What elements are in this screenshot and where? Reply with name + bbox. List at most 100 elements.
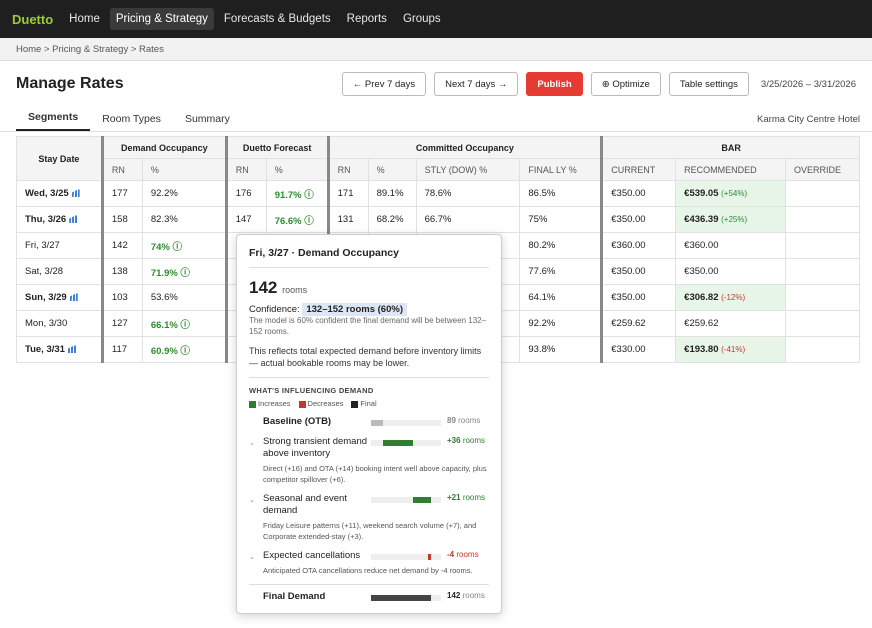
- confidence-label: Confidence:: [249, 304, 300, 315]
- final-ly-pct: 80.2%: [519, 232, 603, 259]
- nav-home[interactable]: Home: [69, 13, 100, 25]
- page-header: Manage Rates ← Prev 7 days Next 7 days →…: [0, 67, 872, 101]
- driver-unit: rooms: [456, 550, 479, 559]
- tab-room-types[interactable]: Room Types: [102, 113, 161, 125]
- recommended-rate: €350.00: [675, 258, 786, 285]
- baseline-value: 89: [447, 416, 456, 425]
- current-rate: €350.00: [600, 284, 677, 311]
- prev-7-days-button[interactable]: ← Prev 7 days: [341, 72, 427, 96]
- current-rate: €350.00: [600, 258, 677, 285]
- col-group-demand: Demand Occupancy: [100, 136, 227, 159]
- baseline-unit: rooms: [458, 416, 481, 425]
- override-cell[interactable]: [785, 206, 860, 233]
- col-recommended: RECOMMENDED: [675, 158, 786, 181]
- page-title: Manage Rates: [16, 75, 124, 92]
- popover-title: Fri, 3/27 · Demand Occupancy: [249, 247, 489, 268]
- demand-value: 142: [249, 278, 278, 297]
- recommended-rate: €193.80 (-41%): [675, 336, 786, 363]
- nav-reports[interactable]: Reports: [346, 13, 387, 25]
- table-settings-button[interactable]: Table settings: [668, 72, 749, 96]
- chart-icon[interactable]: [67, 345, 76, 354]
- final-ly-pct: 75%: [519, 206, 603, 233]
- demand-rn: 117: [100, 336, 143, 363]
- col-group-bar: BAR: [600, 136, 860, 159]
- chevron-down-icon[interactable]: ⌄: [249, 554, 255, 561]
- col-stly: STLY (DOW) %: [415, 158, 521, 181]
- confidence-range: 132–152 rooms (60%): [302, 303, 407, 316]
- recommended-value: €360.00: [684, 240, 719, 251]
- recommended-value: €306.82: [684, 292, 719, 303]
- nav-forecasts-budgets[interactable]: Forecasts & Budgets: [223, 13, 331, 25]
- legend-increases: Increases: [258, 399, 291, 408]
- chart-icon[interactable]: [69, 293, 78, 302]
- driver-unit: rooms: [462, 436, 486, 445]
- override-cell[interactable]: [785, 180, 860, 207]
- table-row[interactable]: Thu, 3/26 158 82.3% 147 76.6% ⓘ 131 68.2…: [16, 206, 860, 233]
- next-7-days-button[interactable]: Next 7 days →: [434, 72, 519, 96]
- chevron-down-icon[interactable]: ⌄: [249, 497, 255, 504]
- driver-description: Friday Leisure patterns (+11), weekend s…: [263, 521, 477, 541]
- current-rate: €330.00: [600, 336, 677, 363]
- brand-logo[interactable]: Duetto: [12, 11, 54, 27]
- override-cell[interactable]: [785, 258, 860, 285]
- col-override: OVERRIDE: [785, 158, 860, 181]
- rate-change: (-41%): [721, 345, 746, 354]
- publish-button[interactable]: Publish: [526, 72, 583, 96]
- stly-pct: 66.7%: [415, 206, 521, 233]
- driver-row[interactable]: ⌄ Seasonal and event demand +21 rooms: [249, 493, 489, 517]
- final-swatch: [351, 400, 359, 408]
- demand-pct: 53.6%: [141, 284, 227, 311]
- final-value: 142: [447, 591, 461, 600]
- driver-bar: [383, 440, 413, 446]
- recommended-rate: €436.39 (+25%): [675, 206, 786, 233]
- committed-rn: 171: [326, 180, 369, 207]
- col-committed-pct: %: [367, 158, 417, 181]
- date-range: 3/25/2026 – 3/31/2026: [760, 78, 856, 90]
- driver-description: Anticipated OTA cancellations reduce net…: [263, 566, 473, 575]
- nav-pricing-strategy[interactable]: Pricing & Strategy: [109, 8, 214, 30]
- driver-row[interactable]: ⌄ Expected cancellations -4 rooms: [249, 550, 489, 562]
- tab-segments[interactable]: Segments: [16, 107, 91, 131]
- chart-icon[interactable]: [71, 189, 80, 198]
- driver-value: +21: [447, 493, 461, 502]
- chart-icon[interactable]: [69, 215, 78, 224]
- forecast-rn: 147: [224, 206, 267, 233]
- recommended-value: €259.62: [684, 318, 719, 329]
- driver-row[interactable]: ⌄ Strong transient demand above inventor…: [249, 436, 489, 460]
- driver-bar: [428, 554, 431, 560]
- col-committed-rn: RN: [326, 158, 369, 181]
- stay-date: Sat, 3/28: [25, 266, 64, 277]
- override-cell[interactable]: [785, 232, 860, 259]
- demand-pct[interactable]: 60.9% ⓘ: [141, 336, 227, 363]
- stay-date: Wed, 3/25: [25, 188, 69, 199]
- tab-summary[interactable]: Summary: [184, 113, 230, 125]
- driver-final: Final Demand 142 rooms: [249, 584, 489, 603]
- decrease-swatch: [298, 400, 306, 408]
- tab-bar: Segments Room Types Summary Karma City C…: [0, 105, 872, 132]
- demand-pct[interactable]: 74% ⓘ: [141, 232, 227, 259]
- baseline-bar: [371, 420, 383, 426]
- final-ly-pct: 77.6%: [519, 258, 603, 285]
- recommended-rate: €360.00: [675, 232, 786, 259]
- demand-pct: 92.2%: [141, 180, 227, 207]
- table-row[interactable]: Wed, 3/25 177 92.2% 176 91.7% ⓘ 171 89.1…: [16, 180, 860, 207]
- nav-groups[interactable]: Groups: [402, 13, 441, 25]
- override-cell[interactable]: [785, 284, 860, 311]
- stay-date: Fri, 3/27: [25, 240, 60, 251]
- increase-swatch: [249, 400, 256, 408]
- demand-pct[interactable]: 66.1% ⓘ: [141, 310, 227, 337]
- stay-date: Tue, 3/31: [25, 344, 65, 355]
- col-stay-date[interactable]: Stay Date: [16, 136, 103, 181]
- influence-legend: Increases Decreases Final: [249, 399, 489, 408]
- demand-rn: 177: [100, 180, 143, 207]
- forecast-pct[interactable]: 76.6% ⓘ: [265, 206, 329, 233]
- top-nav: Duetto Home Pricing & Strategy Forecasts…: [0, 0, 872, 38]
- driver-baseline: Baseline (OTB) 89 rooms: [249, 416, 489, 428]
- override-cell[interactable]: [785, 310, 860, 337]
- demand-pct[interactable]: 71.9% ⓘ: [141, 258, 227, 285]
- forecast-pct[interactable]: 91.7% ⓘ: [265, 180, 329, 207]
- optimize-button[interactable]: ⊕ Optimize: [590, 72, 661, 96]
- breadcrumb[interactable]: Home > Pricing & Strategy > Rates: [0, 38, 872, 61]
- override-cell[interactable]: [785, 336, 860, 363]
- chevron-down-icon[interactable]: ⌄: [249, 440, 255, 447]
